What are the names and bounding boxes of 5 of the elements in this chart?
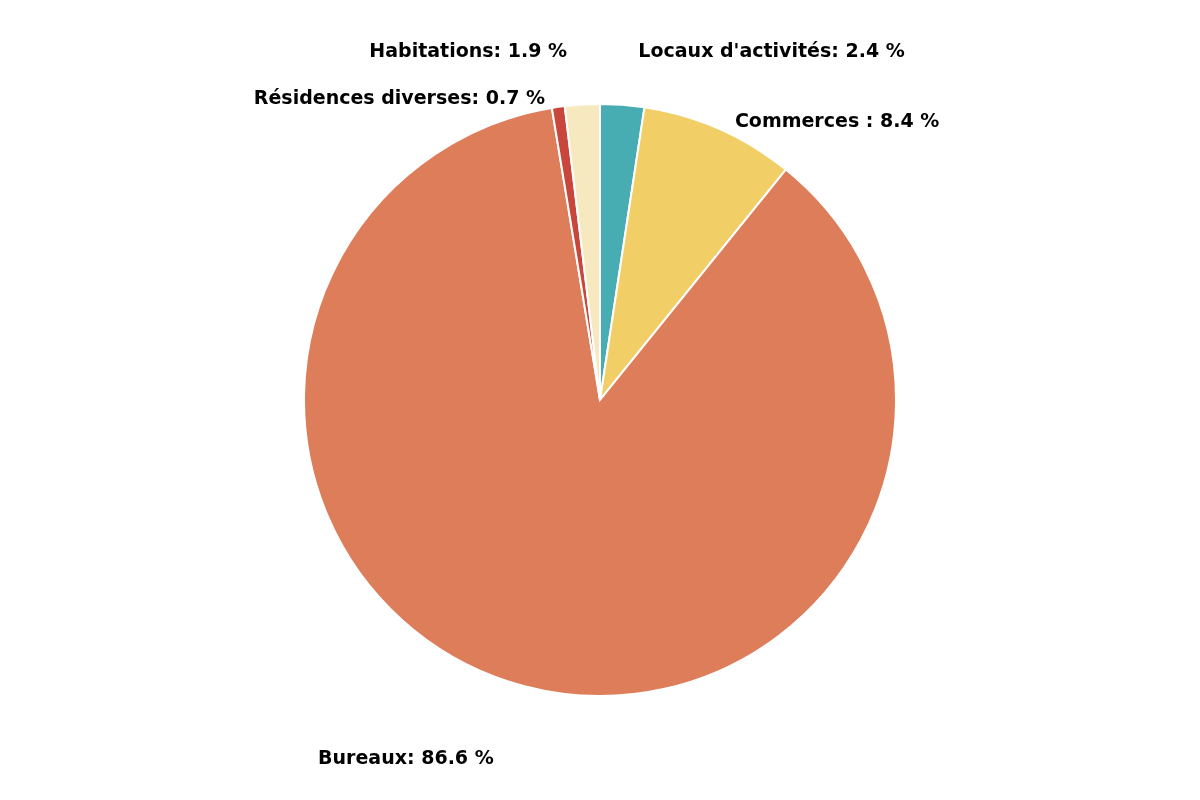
slice-label: Bureaux: 86.6 % <box>318 745 494 768</box>
slice-label: Résidences diverses: 0.7 % <box>253 86 546 109</box>
slice-label: Locaux d'activités: 2.4 % <box>638 38 905 61</box>
slice-label: Commerces : 8.4 % <box>734 108 940 131</box>
slice-label: Habitations: 1.9 % <box>369 38 568 61</box>
